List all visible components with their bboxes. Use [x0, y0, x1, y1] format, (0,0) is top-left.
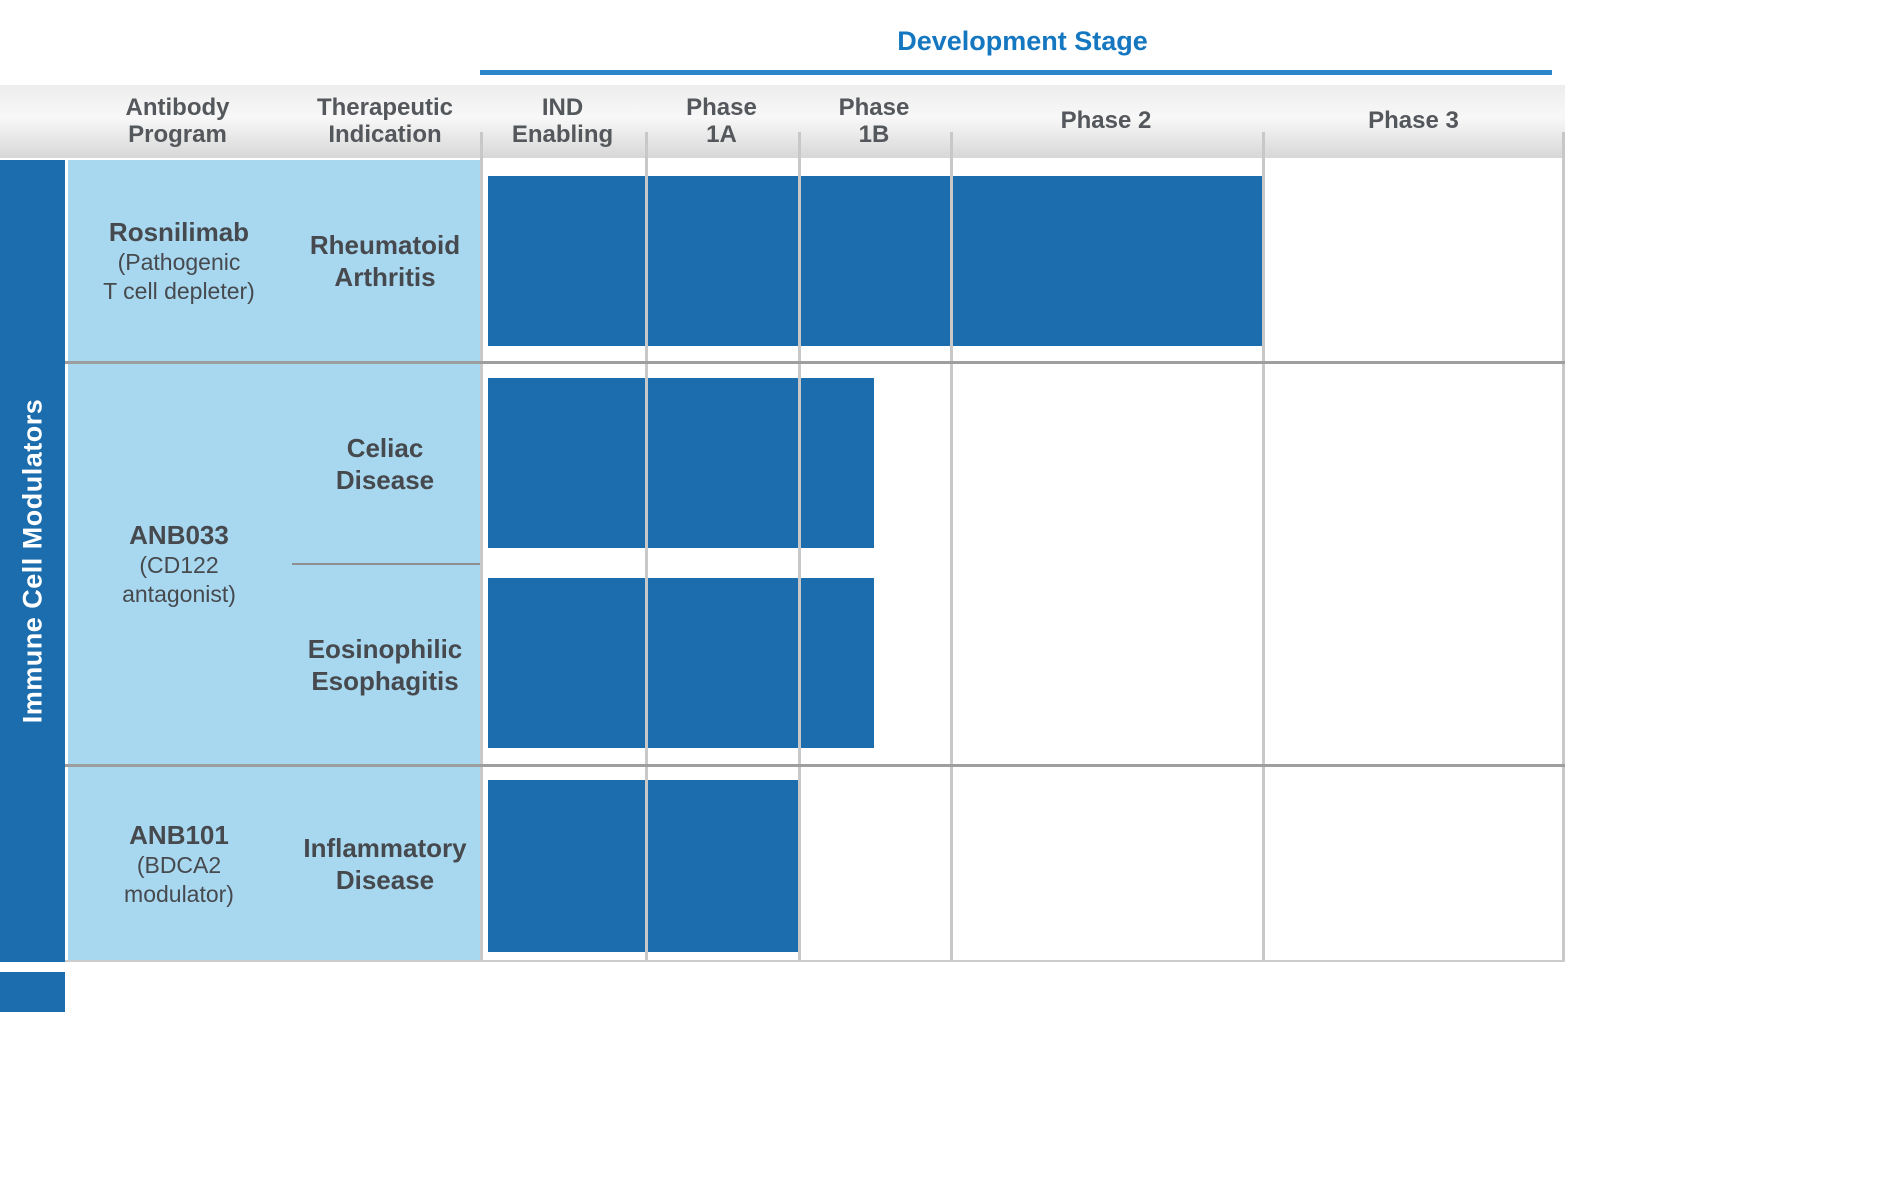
column-gridline	[1562, 132, 1565, 962]
indication-cell-celiac-disease: Celiac Disease	[290, 364, 480, 564]
development-stage-title: Development Stage	[897, 26, 1148, 56]
column-header-antibody-program: Antibody Program	[125, 93, 230, 148]
indication-cell-inflammatory-disease: Inflammatory Disease	[290, 766, 480, 962]
indication-cell-rheumatoid-arthritis: Rheumatoid Arthritis	[290, 160, 480, 362]
column-gridline	[480, 132, 483, 962]
progress-bar-anb033-eosinophilic-esophagitis	[488, 578, 874, 748]
category-label: Immune Cell Modulators	[17, 398, 47, 724]
program-mechanism: (BDCA2 modulator)	[124, 851, 234, 907]
program-cell-anb101: ANB101 (BDCA2 modulator)	[68, 766, 290, 962]
column-gridline	[798, 132, 801, 962]
program-name: Rosnilimab	[108, 216, 250, 247]
program-name: ANB101	[129, 819, 229, 850]
column-gridline	[1262, 132, 1265, 962]
next-category-strip-partial	[0, 972, 65, 1012]
column-gridline	[950, 132, 953, 962]
indication-sub-separator	[292, 563, 480, 565]
row-separator	[65, 764, 1565, 767]
indication-cell-eosinophilic-esophagitis: Eosinophilic Esophagitis	[290, 566, 480, 764]
program-mechanism: (CD122 antagonist)	[122, 551, 236, 607]
column-gridline	[645, 132, 648, 962]
progress-bar-rosnilimab-rheumatoid-arthritis	[488, 176, 1262, 346]
indication-label: Celiac Disease	[335, 432, 435, 496]
indication-label: Eosinophilic Esophagitis	[307, 633, 463, 697]
column-header-phase-1a: Phase 1A	[686, 93, 757, 148]
program-cell-anb033: ANB033 (CD122 antagonist)	[68, 364, 290, 764]
column-header-phase-1b: Phase 1B	[838, 93, 910, 148]
progress-bar-anb101-inflammatory-disease	[488, 780, 798, 952]
program-mechanism: (Pathogenic T cell depleter)	[103, 248, 255, 304]
row-separator	[65, 361, 1565, 364]
progress-bar-anb033-celiac-disease	[488, 378, 874, 548]
category-strip: Immune Cell Modulators	[0, 160, 65, 962]
indication-label: Inflammatory Disease	[303, 832, 467, 896]
column-header-phase-2: Phase 2	[1060, 107, 1152, 135]
indication-label: Rheumatoid Arthritis	[309, 229, 461, 293]
program-name: ANB033	[129, 519, 229, 550]
column-header-therapeutic-indication: Therapeutic Indication	[316, 93, 454, 148]
column-header-phase-3: Phase 3	[1368, 107, 1459, 135]
program-cell-rosnilimab: Rosnilimab (Pathogenic T cell depleter)	[68, 160, 290, 362]
column-header-ind-enabling: IND Enabling	[511, 93, 614, 148]
table-bottom-border	[65, 960, 1565, 962]
development-stage-underline	[480, 70, 1552, 75]
table-header: Antibody Program Therapeutic Indication …	[0, 85, 1565, 158]
program-columns-background	[68, 160, 480, 962]
